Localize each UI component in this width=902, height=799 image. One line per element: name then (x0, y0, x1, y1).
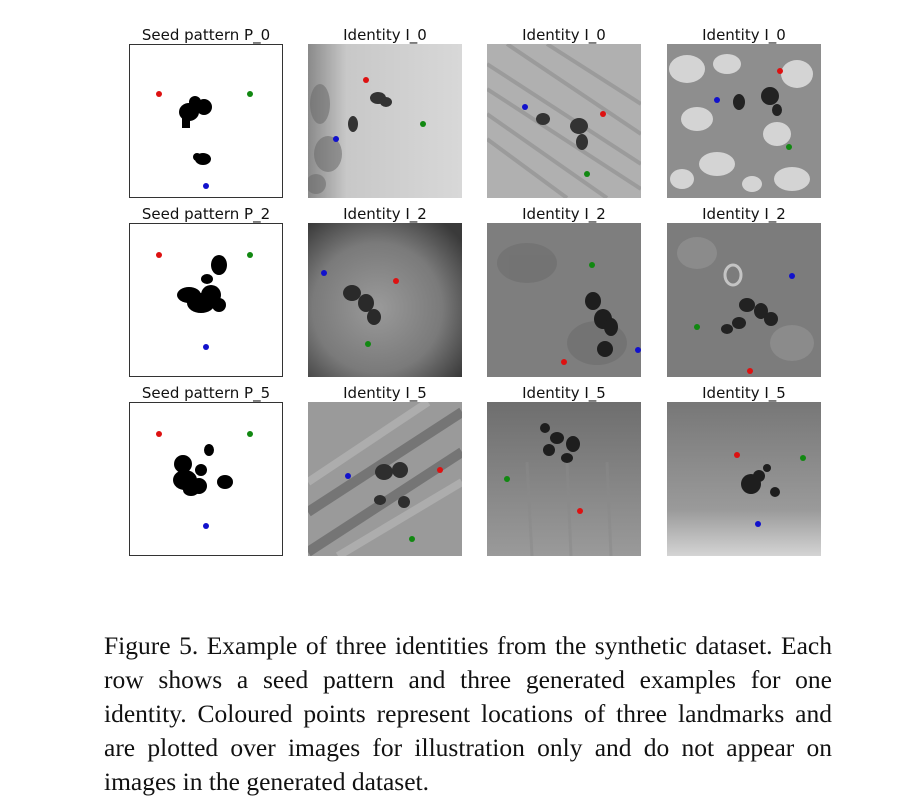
landmark-red (747, 368, 753, 374)
generated-image (667, 223, 821, 377)
landmark-red (577, 508, 583, 514)
landmark-green (694, 324, 700, 330)
generated-image (667, 44, 821, 198)
generated-image (487, 223, 641, 377)
panel-title: Identity I_2 (522, 205, 606, 223)
panel-title: Seed pattern P_0 (141, 26, 271, 44)
landmark-green (589, 262, 595, 268)
landmark-green (247, 91, 253, 97)
landmark-green (409, 536, 415, 542)
landmark-blue (714, 97, 720, 103)
landmark-blue (203, 344, 209, 350)
figure-grid: Seed pattern P_0 Identity I_0 (129, 26, 821, 556)
figure-caption: Figure 5. Example of three identities fr… (104, 630, 832, 796)
landmark-blue (789, 273, 795, 279)
landmark-red (734, 452, 740, 458)
landmark-green (584, 171, 590, 177)
panel-title: Identity I_0 (522, 26, 606, 44)
panel-title: Identity I_5 (522, 384, 606, 402)
landmark-red (437, 467, 443, 473)
seed-image (156, 91, 253, 189)
panel-title: Identity I_2 (343, 205, 427, 223)
landmark-green (420, 121, 426, 127)
generated-image (308, 44, 462, 198)
seed-image-frame (129, 223, 283, 377)
landmark-blue (321, 270, 327, 276)
landmark-green (247, 431, 253, 437)
landmark-green (800, 455, 806, 461)
landmark-blue (635, 347, 641, 353)
landmark-red (393, 278, 399, 284)
landmark-blue (755, 521, 761, 527)
landmark-green (786, 144, 792, 150)
landmark-red (156, 91, 162, 97)
seed-image (156, 431, 253, 529)
landmark-green (365, 341, 371, 347)
seed-image-frame (129, 44, 283, 198)
generated-image (487, 402, 641, 556)
landmark-red (777, 68, 783, 74)
landmark-blue (203, 183, 209, 189)
landmark-blue (203, 523, 209, 529)
landmark-blue (333, 136, 339, 142)
seed-image (156, 252, 253, 350)
panel-title: Identity I_0 (702, 26, 786, 44)
landmark-blue (345, 473, 351, 479)
generated-image (487, 44, 641, 198)
landmark-green (247, 252, 253, 258)
landmark-red (363, 77, 369, 83)
panel-title: Identity I_5 (343, 384, 427, 402)
seed-image-frame (129, 402, 283, 556)
generated-image (667, 402, 821, 556)
landmark-red (600, 111, 606, 117)
panel-title: Identity I_0 (343, 26, 427, 44)
panel-title: Seed pattern P_5 (141, 384, 271, 402)
landmark-red (156, 431, 162, 437)
panel-title: Identity I_5 (702, 384, 786, 402)
panel-title: Seed pattern P_2 (141, 205, 271, 223)
generated-image (308, 223, 462, 377)
generated-image (308, 402, 462, 556)
landmark-red (156, 252, 162, 258)
panel-title: Identity I_2 (702, 205, 786, 223)
landmark-green (504, 476, 510, 482)
landmark-red (561, 359, 567, 365)
landmark-blue (522, 104, 528, 110)
